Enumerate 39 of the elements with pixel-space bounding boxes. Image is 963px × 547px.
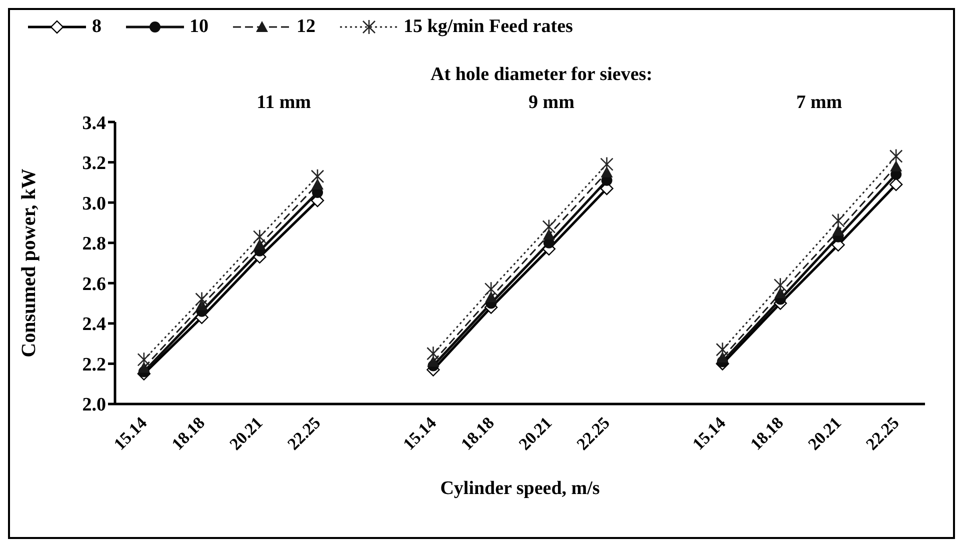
point [542, 219, 556, 234]
point [832, 213, 845, 228]
legend-label: 10 [190, 16, 208, 38]
text: 9 mm [528, 92, 576, 114]
text: 11 mm [256, 92, 312, 114]
y-tick-label: 3.2 [82, 153, 106, 174]
point [252, 229, 266, 244]
legend-label: 8 [92, 16, 102, 38]
point [716, 342, 730, 358]
y-axis-title: Consumed power, kW [18, 168, 40, 358]
point [774, 278, 788, 293]
point [889, 178, 903, 192]
text: 7 mm [795, 92, 844, 114]
point [195, 292, 208, 307]
point [890, 160, 902, 172]
y-tick-label: 2.8 [82, 234, 106, 255]
y-tick-label: 2.2 [82, 354, 106, 376]
y-tick-label: 2.4 [82, 314, 106, 336]
y-tick-label: 2.6 [82, 274, 106, 295]
legend-label: 15 kg/min Feed rates [404, 16, 573, 38]
text: At hole diameter for sieves: [430, 64, 654, 86]
point [426, 346, 440, 362]
y-tick-label: 2.0 [82, 394, 106, 416]
point [485, 291, 498, 302]
point [310, 168, 324, 184]
point [137, 352, 151, 368]
point [889, 148, 903, 164]
point [716, 352, 728, 363]
point [832, 224, 844, 236]
y-tick-label: 3.0 [82, 193, 106, 214]
point [600, 156, 614, 172]
point [312, 178, 324, 190]
point [600, 166, 613, 178]
point [542, 228, 555, 240]
point [484, 282, 498, 297]
legend-label: 12 [296, 16, 316, 38]
y-tick-label: 3.4 [82, 112, 106, 134]
point [254, 238, 266, 250]
x-axis-title: Cylinder speed, m/s [440, 478, 600, 499]
